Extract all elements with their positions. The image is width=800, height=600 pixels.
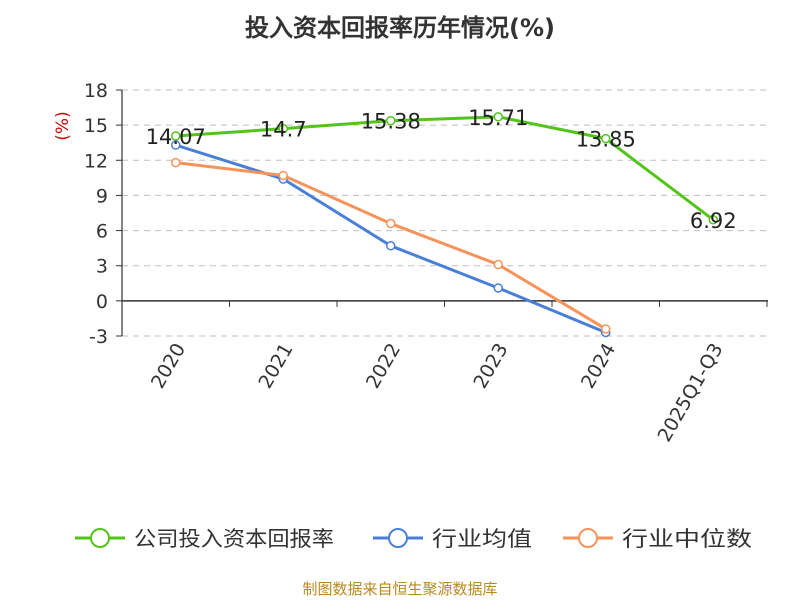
data-label-layer: 14.07 14.7 15.38 15.71 13.85 6.92 (146, 106, 737, 233)
series-point-1 (493, 112, 503, 122)
series-point-3 (386, 218, 396, 229)
y-tick-label: 18 (84, 80, 108, 102)
data-source-note: 制图数据来自恒生聚源数据库 (302, 580, 498, 598)
y-tick-label: 3 (96, 256, 108, 278)
legend-label-1: 公司投入资本回报率 (134, 527, 334, 551)
x-tick-label: 2021 (254, 340, 297, 393)
legend-marker-3 (578, 528, 598, 548)
series-point-1 (386, 115, 396, 126)
y-tick-label: 9 (96, 185, 108, 207)
series-point-3 (171, 157, 181, 168)
data-label: 6.92 (690, 209, 737, 233)
y-tick-label: 0 (96, 291, 108, 313)
series-point-1 (278, 123, 288, 134)
data-label: 15.38 (361, 110, 421, 134)
y-tick-label: -3 (89, 326, 108, 348)
y-tick-label: 6 (96, 221, 108, 243)
series-line-2 (175, 143, 607, 334)
series-point-2 (493, 283, 503, 293)
x-tick-label: 2023 (469, 340, 512, 393)
series-point-1 (171, 131, 181, 141)
series-line-1 (175, 115, 715, 221)
x-tick-label: 2025Q1-Q3 (654, 340, 728, 446)
legend-label-3: 行业中位数 (622, 527, 752, 551)
data-label: 14.7 (260, 118, 307, 142)
legend-marker-1 (90, 528, 110, 548)
series-point-3 (493, 259, 503, 270)
x-tick-label: 2022 (362, 340, 405, 393)
series-point-2 (171, 140, 181, 150)
chart-title: 投入资本回报率历年情况(%) (245, 14, 555, 42)
data-label: 13.85 (576, 128, 636, 152)
legend: 公司投入资本回报率 行业均值 行业中位数 (75, 527, 752, 551)
y-tick-label: 15 (84, 115, 108, 137)
series-point-3 (278, 170, 288, 181)
x-tick-label: 2024 (577, 340, 620, 393)
data-label: 14.07 (146, 125, 206, 149)
y-tick-label: 12 (84, 150, 108, 172)
legend-marker-2 (388, 528, 408, 548)
y-axis-unit-label: (%) (53, 111, 73, 140)
legend-label-2: 行业均值 (432, 527, 532, 551)
grid-layer (122, 89, 768, 337)
x-tick-label: 2020 (147, 340, 190, 393)
series-point-1 (601, 133, 611, 144)
series-layer (171, 112, 718, 338)
data-label: 15.71 (468, 106, 528, 130)
series-point-2 (386, 241, 396, 251)
series-point-3 (601, 324, 611, 334)
series-point-1 (708, 215, 718, 225)
